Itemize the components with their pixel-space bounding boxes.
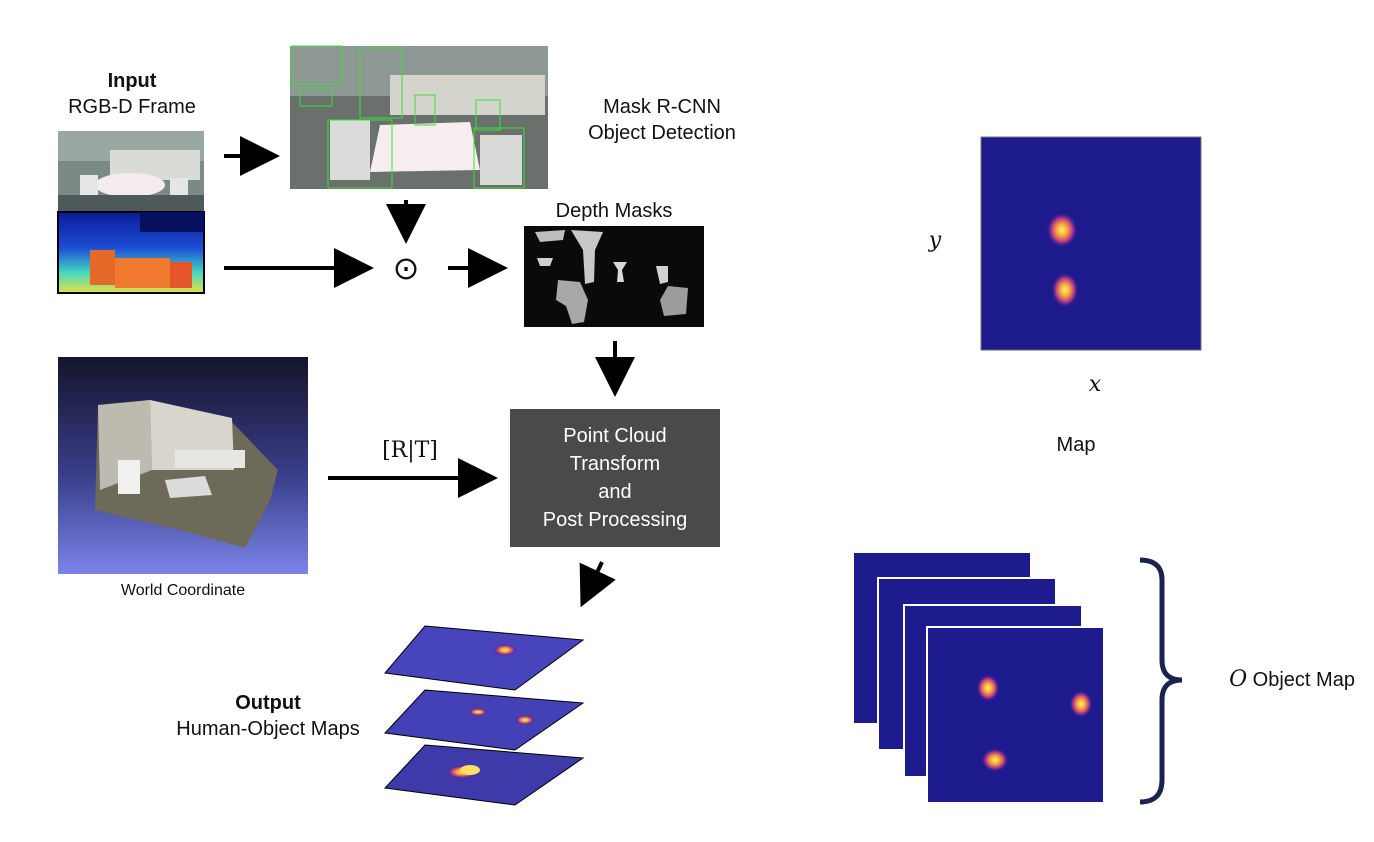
input-title: Input [107,70,157,92]
depth-frame-image [57,211,205,294]
detection-label-line1: Mask R-CNN [603,96,721,118]
arrow-box-to-output [579,561,616,608]
output-title: Output [235,692,301,714]
object-map-stack [852,551,1105,804]
world-coordinate-image [58,357,308,574]
map-caption: Map [1056,434,1096,456]
object-map-brace [1139,557,1183,805]
box-line3: and [598,481,632,503]
map-y-label: y [928,228,942,253]
object-map-label: O Object Map [1212,667,1372,693]
point-cloud-transform-box: Point Cloud Transform and Post Processin… [510,409,720,547]
box-line2: Transform [569,453,661,475]
input-subtitle: RGB-D Frame [68,96,196,118]
detection-image [290,45,548,189]
elementwise-operator: ⊙ [392,250,420,286]
box-line4: Post Processing [542,509,688,531]
object-map-prefix: O [1229,667,1248,692]
rgb-frame-image [58,131,204,211]
world-coordinate-label: World Coordinate [120,582,246,599]
detection-label-line2: Object Detection [588,122,736,144]
box-line1: Point Cloud [563,425,667,447]
output-map-stack [383,625,585,806]
output-subtitle: Human-Object Maps [176,718,360,740]
object-map-text: Object Map [1252,669,1355,691]
depth-masks-label: Depth Masks [555,200,673,222]
map-x-label: x [1088,372,1102,397]
transform-label: [R|T] [382,438,438,463]
map-heatmap [980,136,1202,351]
depth-masks-image [524,226,704,327]
